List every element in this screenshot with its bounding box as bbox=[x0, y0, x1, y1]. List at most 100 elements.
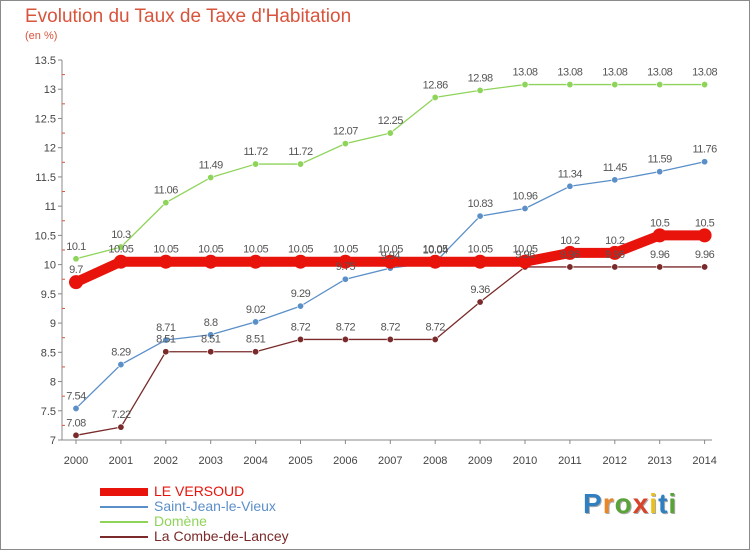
chart-title: Evolution du Taux de Taxe d'Habitation bbox=[25, 6, 352, 27]
data-point bbox=[117, 423, 125, 431]
data-label: 11.72 bbox=[288, 146, 313, 158]
y-tick-label: 13 bbox=[44, 84, 56, 96]
legend-swatch bbox=[100, 487, 148, 496]
logo-letter: i bbox=[649, 488, 659, 519]
data-label: 10.83 bbox=[468, 198, 493, 210]
legend-item: Domène bbox=[100, 514, 289, 529]
data-label: 8.51 bbox=[246, 334, 266, 346]
legend-label: LE VERSOUD bbox=[154, 483, 245, 499]
data-label: 9.36 bbox=[470, 284, 490, 296]
legend-label: Domène bbox=[154, 513, 207, 529]
data-point bbox=[203, 254, 218, 269]
x-tick-label: 2004 bbox=[243, 455, 267, 467]
logo-letter: t bbox=[658, 488, 669, 519]
data-label: 10.5 bbox=[695, 217, 715, 229]
data-point bbox=[72, 431, 80, 439]
logo-letter: i bbox=[668, 488, 678, 519]
legend-item: Saint-Jean-le-Vieux bbox=[100, 499, 289, 514]
data-point bbox=[72, 255, 80, 263]
legend-label: La Combe-de-Lancey bbox=[154, 528, 289, 544]
data-label: 9.7 bbox=[69, 264, 83, 276]
data-point bbox=[207, 331, 215, 339]
data-label: 8.72 bbox=[336, 321, 356, 333]
data-label: 9.96 bbox=[695, 249, 715, 261]
y-tick-label: 9 bbox=[50, 318, 56, 330]
data-label: 8.72 bbox=[291, 321, 311, 333]
data-point bbox=[248, 254, 263, 269]
data-point bbox=[386, 335, 394, 343]
y-tick-label: 11 bbox=[45, 201, 56, 213]
data-label: 10.05 bbox=[378, 244, 403, 256]
data-label: 13.08 bbox=[602, 67, 627, 79]
data-point bbox=[162, 348, 170, 356]
legend-swatch bbox=[100, 505, 148, 508]
data-label: 8.51 bbox=[201, 334, 221, 346]
data-label: 12.07 bbox=[333, 126, 358, 138]
data-label: 11.76 bbox=[692, 144, 717, 156]
series-line bbox=[75, 161, 706, 410]
logo-letter: x bbox=[632, 488, 650, 519]
y-tick-label: 13.5 bbox=[35, 55, 56, 67]
data-point bbox=[697, 228, 712, 243]
series-line bbox=[75, 266, 706, 436]
data-point bbox=[656, 168, 664, 176]
data-point bbox=[72, 404, 80, 412]
legend-label: Saint-Jean-le-Vieux bbox=[154, 498, 276, 514]
x-tick-label: 2006 bbox=[333, 455, 357, 467]
y-tick-label: 12.5 bbox=[35, 113, 56, 125]
x-tick-label: 2010 bbox=[513, 455, 537, 467]
data-point bbox=[473, 254, 488, 269]
data-point bbox=[656, 81, 664, 89]
y-tick-label: 7.5 bbox=[41, 406, 56, 418]
data-point bbox=[117, 361, 125, 369]
data-label: 10.05 bbox=[288, 244, 313, 256]
data-point bbox=[252, 160, 260, 168]
data-label: 8.51 bbox=[156, 334, 176, 346]
data-point bbox=[341, 275, 349, 283]
data-point bbox=[566, 182, 574, 190]
data-label: 8.72 bbox=[381, 321, 401, 333]
data-point bbox=[431, 335, 439, 343]
data-point bbox=[611, 176, 619, 184]
data-label: 9.96 bbox=[560, 249, 580, 261]
x-tick-label: 2005 bbox=[288, 455, 312, 467]
data-label: 10.05 bbox=[468, 244, 493, 256]
data-label: 7.54 bbox=[66, 390, 86, 402]
data-label: 11.72 bbox=[243, 146, 268, 158]
data-point bbox=[521, 204, 529, 212]
data-point bbox=[476, 212, 484, 220]
data-label: 10.96 bbox=[512, 190, 537, 202]
data-point bbox=[428, 254, 443, 269]
data-point bbox=[521, 81, 529, 89]
data-label: 7.22 bbox=[111, 409, 131, 421]
data-label: 10.05 bbox=[153, 244, 178, 256]
x-tick-label: 2007 bbox=[378, 455, 402, 467]
data-point bbox=[113, 254, 128, 269]
data-point bbox=[386, 129, 394, 137]
data-point bbox=[476, 298, 484, 306]
legend-swatch bbox=[100, 535, 148, 538]
data-point bbox=[207, 348, 215, 356]
legend: LE VERSOUD Saint-Jean-le-Vieux Domène La Co… bbox=[100, 484, 289, 544]
data-label: 10.5 bbox=[650, 217, 670, 229]
data-label: 9.96 bbox=[515, 249, 535, 261]
x-tick-label: 2001 bbox=[109, 455, 133, 467]
data-point bbox=[607, 245, 622, 260]
data-point bbox=[652, 228, 667, 243]
data-point bbox=[611, 81, 619, 89]
data-point bbox=[701, 263, 709, 271]
data-label: 10.05 bbox=[198, 244, 223, 256]
data-label: 8.71 bbox=[156, 322, 176, 334]
y-tick-label: 9.5 bbox=[41, 289, 56, 301]
data-point bbox=[293, 254, 308, 269]
data-label: 8.29 bbox=[111, 347, 131, 359]
data-point bbox=[701, 158, 709, 166]
data-label: 13.08 bbox=[692, 67, 717, 79]
x-tick-label: 2011 bbox=[558, 455, 582, 467]
data-point bbox=[341, 335, 349, 343]
logo-letter: o bbox=[614, 488, 633, 519]
data-label: 8.72 bbox=[425, 321, 445, 333]
data-label: 9.94 bbox=[381, 250, 401, 262]
data-label: 10.2 bbox=[560, 235, 580, 247]
